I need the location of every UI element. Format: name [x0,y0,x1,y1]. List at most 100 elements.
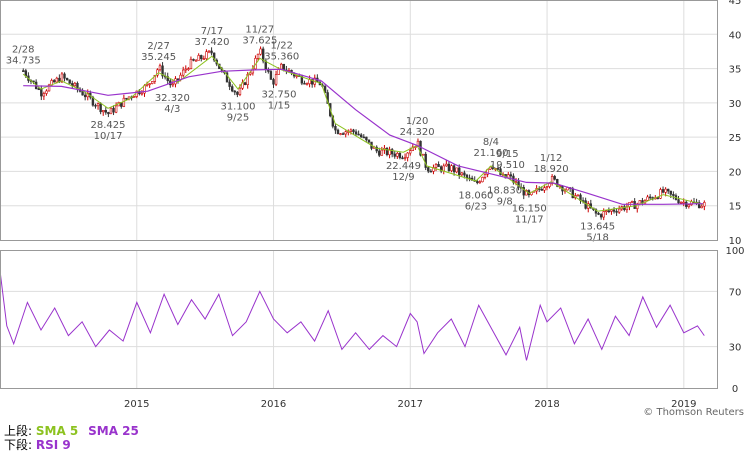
candle-body [161,65,164,77]
candle-body [45,90,48,94]
legend-lower-label: 下段: [4,438,33,452]
candle-body [571,188,574,199]
candle-body [197,55,200,61]
candle-body [496,168,500,170]
annotation-line2: 4/3 [164,104,180,115]
annotation-line1: 7/17 [201,26,223,37]
candle-body [455,167,458,173]
candle-body [334,126,337,131]
candle-body [396,153,399,157]
rsi-line [0,270,705,361]
candle-body [656,197,660,199]
annotation-line1: 1/12 [540,153,562,164]
annotation-line1: 31.100 [220,101,255,112]
candle-body [406,152,409,158]
annotation-line1: 9/15 [496,149,518,160]
candle-body [445,163,448,167]
lower-panel-frame [0,250,718,389]
candle-body [96,103,100,107]
candle-body [607,210,611,213]
annotation-line1: 8/4 [483,137,499,148]
candle-body [375,146,378,152]
candle-body [303,82,306,85]
candle-body [200,55,203,60]
candle-body [349,129,353,132]
annotation-line1: 28.425 [91,120,126,131]
candle-body [664,188,667,193]
candle-body [282,63,286,71]
candle-body [192,58,195,61]
candle-body [659,189,662,199]
annotation-line2: 21.160 [473,148,508,159]
annotation-line2: 18.920 [534,164,569,175]
candle-body [610,209,613,212]
candle-body [274,74,278,85]
candle-body [672,194,675,196]
candle-body [73,82,77,87]
candle-body [352,129,355,133]
candle-body [452,165,456,173]
candle-body [393,153,396,157]
candle-body [403,157,407,159]
candle-body [677,199,680,204]
candle-body [310,79,314,85]
candle-body [256,53,260,59]
candle-body [114,105,118,113]
candle-body [700,205,703,209]
candle-body [225,72,229,83]
annotation-line1: 2/27 [147,41,169,52]
candle-body [341,133,345,135]
candle-body [679,201,683,204]
candle-body [465,174,469,179]
candle-body [599,214,603,218]
grid-lines [0,0,718,388]
candle-body [460,172,464,176]
candle-body [60,73,64,83]
candle-body [703,202,706,207]
x-tick-label: 2016 [261,399,286,410]
candle-body [548,183,551,187]
candle-body [522,187,525,196]
candle-body [272,79,275,85]
candle-body [243,82,247,85]
candle-body [205,51,208,59]
candle-body [597,212,600,215]
candle-body [365,136,368,141]
candle-body [153,74,157,82]
annotation-line2: 19.510 [490,160,525,171]
annotation-line1: 1/22 [270,41,292,52]
lower-y-tick-label: 100 [725,246,744,257]
annotation-line2: 24.320 [400,127,435,138]
candle-body [476,180,479,184]
candle-body [411,146,415,151]
candle-body [184,68,187,71]
annotation-line2: 34.735 [6,56,41,67]
candle-body [576,194,580,197]
candle-body [246,74,249,85]
candle-body [427,167,430,172]
candle-body [646,196,649,201]
candle-body [667,188,670,192]
candle-body [22,70,25,72]
candle-body [543,187,546,191]
upper-y-tick-label: 45 [729,0,742,7]
annotation-line2: 37.625 [242,36,277,47]
annotation-line1: 2/28 [12,45,34,56]
candle-body [65,77,69,81]
candle-body [398,153,402,159]
candle-body [55,77,58,83]
upper-y-tick-label: 30 [729,99,742,110]
candle-body [68,79,71,84]
candle-body [357,133,360,136]
annotation-line2: 5/18 [586,232,608,243]
upper-panel-frame [0,0,718,241]
candle-body [231,86,234,92]
sma25-line [23,68,704,205]
annotation-line2: 12/9 [392,172,414,183]
candle-body [102,110,105,113]
candle-body [380,149,384,156]
candle-body [280,63,283,70]
candle-body [509,174,513,177]
